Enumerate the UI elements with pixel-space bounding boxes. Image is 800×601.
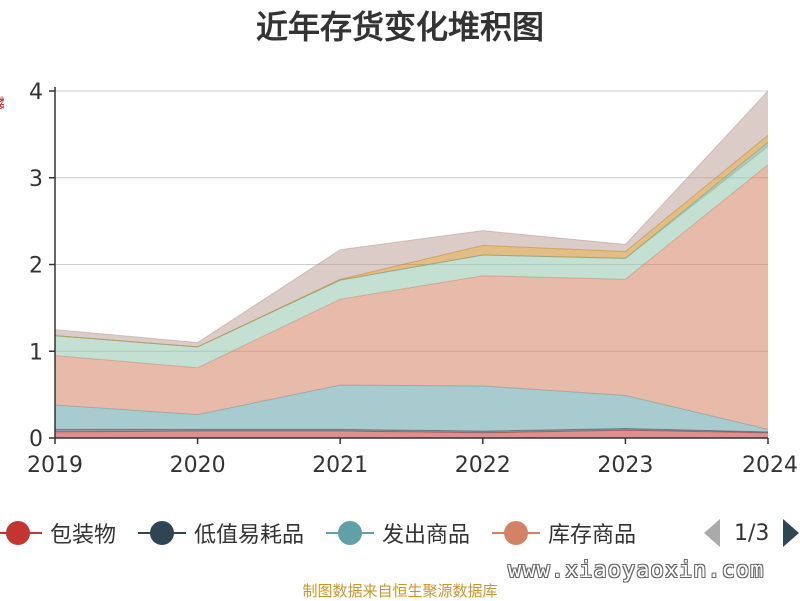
legend-label: 低值易耗品 — [194, 523, 305, 548]
legend-swatch — [326, 520, 375, 546]
legend-label: 库存商品 — [548, 523, 637, 548]
legend-item-packaging[interactable]: 包装物 — [0, 517, 116, 549]
legend-label: 发出商品 — [382, 523, 471, 548]
legend-swatch — [492, 520, 541, 546]
watermark: www.xiaoyaoxin.com — [508, 558, 765, 583]
area-series-2 — [55, 385, 768, 432]
y-tick-label: 0 — [29, 427, 43, 452]
x-tick-label: 2020 — [170, 453, 226, 478]
page-prev-icon[interactable] — [704, 519, 720, 547]
tick-labels: 0 1 2 3 4 2019 2020 2021 2022 2023 2024 — [27, 80, 798, 478]
legend-label: 包装物 — [50, 523, 117, 548]
y-tick-label: 3 — [29, 167, 43, 192]
x-tick-label: 2022 — [455, 453, 511, 478]
line-series-7 — [54, 90, 769, 344]
x-tick-label: 2024 — [742, 453, 798, 478]
source-note: 制图数据来自恒生聚源数据库 — [302, 582, 498, 600]
x-tick-label: 2019 — [27, 453, 83, 478]
legend-item-low-value-consumables[interactable]: 低值易耗品 — [138, 517, 304, 549]
chart-title: 近年存货变化堆积图 — [255, 8, 544, 46]
axes — [49, 87, 769, 444]
legend-pager: 1/3 — [700, 515, 800, 551]
y-tick-label: 1 — [29, 340, 43, 365]
y-tick-label: 2 — [29, 254, 43, 279]
y-axis-label-fragment: 数 — [0, 96, 4, 110]
legend-item-inventory-goods[interactable]: 库存商品 — [492, 517, 636, 549]
area-series — [54, 90, 769, 438]
legend-item-goods-shipped[interactable]: 发出商品 — [326, 517, 470, 549]
y-tick-label: 4 — [29, 80, 43, 105]
x-tick-label: 2023 — [597, 453, 653, 478]
x-tick-label: 2021 — [312, 453, 368, 478]
page-indicator: 1/3 — [734, 520, 770, 546]
legend: 包装物 低值易耗品 发出商品 库存商品 — [0, 515, 658, 551]
page-next-icon[interactable] — [783, 519, 800, 547]
area-series-3 — [55, 164, 768, 430]
legend-swatch — [138, 520, 187, 546]
legend-swatch — [0, 520, 42, 546]
area-series-4 — [55, 146, 768, 368]
area-series-0 — [55, 430, 768, 438]
